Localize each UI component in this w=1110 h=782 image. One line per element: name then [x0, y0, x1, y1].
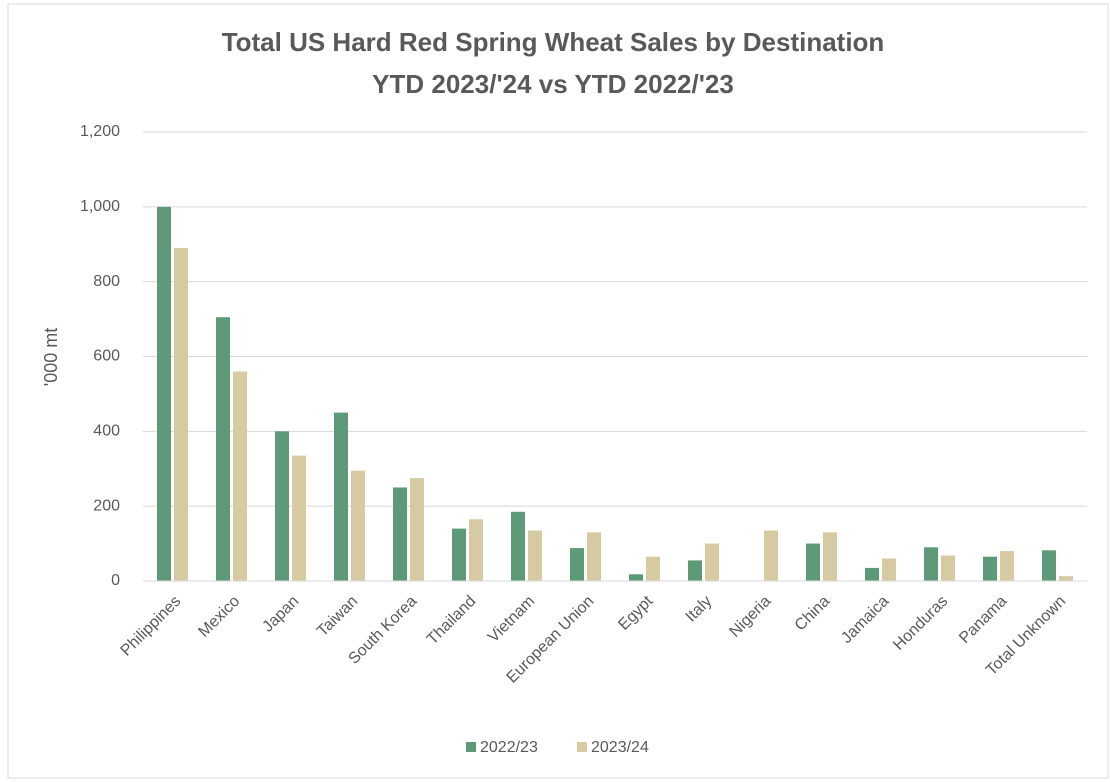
- bar: [1042, 550, 1056, 581]
- bar: [334, 412, 348, 581]
- legend-label: 2022/23: [480, 739, 538, 756]
- bar: [511, 511, 525, 581]
- bar: [587, 532, 601, 581]
- bar: [157, 206, 171, 582]
- y-tick-label: 600: [93, 348, 120, 365]
- legend-swatch: [577, 742, 587, 752]
- bar: [705, 543, 719, 581]
- bar: [865, 567, 879, 581]
- bar: [393, 487, 407, 581]
- y-axis-label: '000 mt: [41, 328, 61, 386]
- bar: [646, 556, 660, 581]
- bar: [1059, 576, 1073, 581]
- legend-swatch: [466, 742, 476, 752]
- y-tick-label: 200: [93, 497, 120, 514]
- chart-border: [7, 3, 1109, 779]
- bar: [941, 555, 955, 581]
- bar: [570, 548, 584, 581]
- bar: [764, 530, 778, 581]
- bar: [823, 532, 837, 581]
- bar: [351, 470, 365, 581]
- bar: [806, 543, 820, 581]
- bar: [469, 519, 483, 581]
- legend-label: 2023/24: [591, 739, 649, 756]
- bar: [688, 560, 702, 581]
- bar: [410, 478, 424, 581]
- bar: [174, 247, 188, 581]
- bar: [216, 317, 230, 581]
- y-tick-label: 400: [93, 423, 120, 440]
- chart-title: Total US Hard Red Spring Wheat Sales by …: [222, 27, 885, 57]
- bar: [528, 530, 542, 581]
- bar: [983, 556, 997, 581]
- bar: [882, 558, 896, 581]
- chart-title: YTD 2023/'24 vs YTD 2022/'23: [372, 69, 734, 99]
- bar: [275, 431, 289, 581]
- y-tick-label: 1,200: [80, 123, 120, 140]
- y-tick-label: 0: [111, 572, 120, 589]
- bar: [629, 574, 643, 581]
- bar: [292, 455, 306, 581]
- bar: [233, 371, 247, 581]
- bar: [452, 528, 466, 581]
- bar: [1000, 551, 1014, 581]
- y-tick-label: 800: [93, 273, 120, 290]
- y-tick-label: 1,000: [80, 198, 120, 215]
- bar: [924, 547, 938, 581]
